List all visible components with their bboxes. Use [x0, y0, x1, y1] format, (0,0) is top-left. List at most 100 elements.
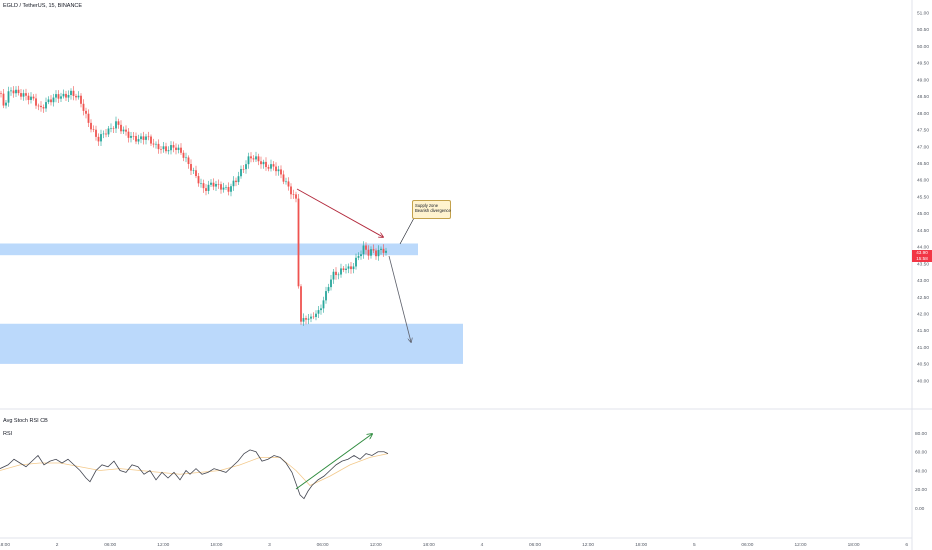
candle-body	[27, 95, 30, 100]
candle-body	[230, 186, 232, 192]
candle-body	[225, 186, 227, 188]
candle	[280, 165, 282, 179]
candle	[95, 125, 97, 141]
candle-body	[35, 98, 37, 106]
candle-body	[12, 90, 15, 94]
price-axis-tick: 42.00	[917, 312, 929, 318]
candle-body	[245, 164, 247, 170]
candle-body	[132, 135, 135, 137]
candle-body	[167, 150, 170, 152]
annotation-note[interactable]: Supply zone Bearish divergence	[412, 200, 451, 219]
candle-body	[362, 245, 365, 255]
candle	[62, 89, 65, 99]
candle	[217, 179, 220, 189]
candle-body	[105, 133, 107, 135]
candle	[245, 160, 247, 174]
candle	[210, 179, 212, 188]
price-axis-tick: 50.50	[917, 27, 929, 33]
candle	[145, 133, 147, 145]
candle-body	[365, 245, 367, 250]
candle-body	[197, 176, 200, 184]
candle	[0, 90, 2, 98]
candle-body	[172, 145, 175, 148]
candle	[340, 263, 342, 278]
candle	[355, 253, 357, 270]
candle-body	[37, 105, 40, 107]
candle	[35, 93, 37, 109]
candle	[290, 183, 292, 199]
candle-body	[42, 107, 45, 109]
candle-body	[287, 181, 290, 187]
time-axis-tick: 5	[693, 542, 696, 548]
time-axis-tick: 12:00	[157, 542, 169, 548]
candle	[195, 165, 197, 179]
candle	[322, 296, 325, 313]
candle-body	[125, 129, 127, 132]
candle	[330, 275, 332, 291]
candle-body	[367, 249, 370, 256]
supply-zone	[0, 243, 418, 256]
price-axis-tick: 46.50	[917, 161, 929, 167]
candle-body	[135, 136, 137, 142]
rsi-signal-line	[0, 453, 389, 486]
candle	[182, 150, 185, 162]
candle-body	[305, 318, 307, 320]
candle-body	[342, 268, 345, 270]
symbol-title[interactable]: EGLD / TetherUS, 15, BINANCE	[3, 3, 83, 9]
rsi-axis-tick: 80.00	[915, 431, 927, 437]
candle-body	[102, 133, 105, 135]
candle	[142, 131, 145, 145]
rsi-axis-tick: 60.00	[915, 450, 927, 456]
candle	[227, 182, 230, 196]
candle-body	[62, 93, 65, 97]
candle-body	[280, 169, 282, 175]
candle-body	[15, 89, 17, 94]
candle-body	[315, 313, 317, 317]
candle	[240, 165, 242, 179]
candle-body	[300, 286, 302, 322]
candle-body	[295, 194, 297, 199]
candle-body	[250, 156, 252, 159]
candle-body	[60, 96, 62, 99]
indicator-title[interactable]: Avg Stoch RSI CB	[3, 418, 48, 424]
candle	[215, 180, 217, 192]
candle-body	[285, 181, 287, 183]
candle	[257, 153, 260, 166]
candle	[382, 244, 385, 257]
candle-body	[360, 254, 362, 257]
candle	[272, 161, 275, 171]
candle	[287, 177, 290, 191]
candle	[327, 283, 330, 294]
candle-body	[200, 183, 202, 184]
candle-body	[355, 257, 357, 267]
price-axis-tick: 48.00	[917, 111, 929, 117]
candle	[67, 90, 70, 102]
candle-body	[122, 129, 125, 132]
candle	[352, 263, 355, 274]
candle	[275, 162, 277, 176]
candle	[150, 134, 152, 146]
candle	[167, 146, 170, 155]
candle-body	[322, 300, 325, 309]
candle-body	[202, 183, 205, 189]
candle-body	[190, 164, 192, 171]
candle	[360, 250, 362, 260]
candle	[170, 141, 172, 155]
candle	[295, 191, 297, 203]
candle-body	[257, 156, 260, 162]
candle	[32, 94, 35, 101]
candle-body	[145, 136, 147, 140]
candle	[92, 125, 95, 133]
candle-body	[330, 279, 332, 288]
candle-body	[340, 268, 342, 275]
candle-body	[40, 105, 42, 108]
candle	[115, 116, 117, 134]
demand-zone	[0, 323, 463, 364]
price-axis-tick: 43.00	[917, 278, 929, 284]
candle	[17, 85, 20, 96]
candle-body	[267, 167, 270, 169]
candle-body	[220, 184, 222, 190]
time-axis-tick: 18:00	[0, 542, 10, 548]
